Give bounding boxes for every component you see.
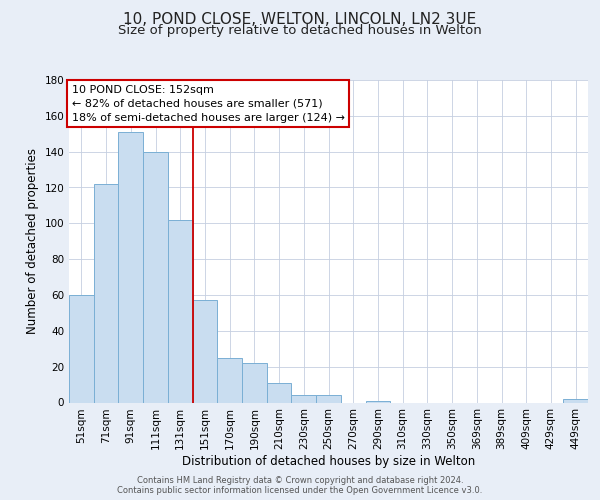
Text: 10 POND CLOSE: 152sqm
← 82% of detached houses are smaller (571)
18% of semi-det: 10 POND CLOSE: 152sqm ← 82% of detached … <box>71 85 344 123</box>
Text: Contains public sector information licensed under the Open Government Licence v3: Contains public sector information licen… <box>118 486 482 495</box>
Bar <box>292 396 316 402</box>
Text: Contains HM Land Registry data © Crown copyright and database right 2024.: Contains HM Land Registry data © Crown c… <box>137 476 463 485</box>
Bar <box>267 383 292 402</box>
Bar <box>365 400 390 402</box>
Bar <box>563 399 588 402</box>
Bar <box>94 184 118 402</box>
Bar <box>217 358 242 403</box>
Bar <box>69 295 94 403</box>
Bar <box>316 396 341 402</box>
Text: 10, POND CLOSE, WELTON, LINCOLN, LN2 3UE: 10, POND CLOSE, WELTON, LINCOLN, LN2 3UE <box>124 12 476 28</box>
Y-axis label: Number of detached properties: Number of detached properties <box>26 148 39 334</box>
Bar <box>168 220 193 402</box>
Bar <box>143 152 168 402</box>
Bar <box>193 300 217 402</box>
Bar <box>118 132 143 402</box>
Bar <box>242 363 267 403</box>
X-axis label: Distribution of detached houses by size in Welton: Distribution of detached houses by size … <box>182 455 475 468</box>
Text: Size of property relative to detached houses in Welton: Size of property relative to detached ho… <box>118 24 482 37</box>
